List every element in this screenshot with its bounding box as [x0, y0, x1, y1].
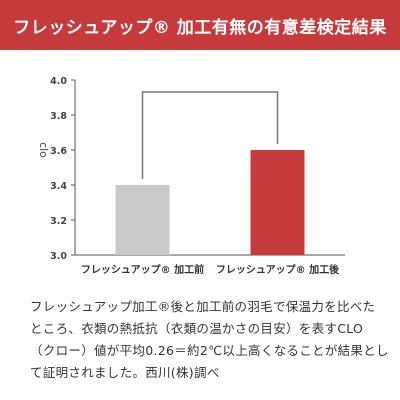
bar-1	[250, 150, 305, 255]
caption-line-1: フレッシュアップ加工®後と加工前の羽毛で保温力を比べた	[30, 299, 376, 314]
caption-line-2: ところ、衣類の熱抵抗（衣類の温かさの目安）を表すCLO	[30, 321, 364, 336]
y-tick-label-5: 4.0	[50, 76, 67, 87]
significance-bracket	[141, 91, 279, 179]
caption-line-4: て証明されました。西川(株)調べ	[30, 365, 220, 380]
y-tick-label-4: 3.8	[50, 111, 67, 122]
title-banner: フレッシュアップ® 加工有無の有意差検定結果	[0, 0, 400, 50]
bar-0	[115, 185, 170, 255]
x-tick-label-0: フレッシュアップ® 加工前	[81, 263, 204, 276]
y-tick-label-2: 3.4	[50, 181, 67, 192]
caption: フレッシュアップ加工®後と加工前の羽毛で保温力を比べた ところ、衣類の熱抵抗（衣…	[30, 296, 389, 384]
y-tick-label-3: 3.6	[50, 146, 67, 157]
y-tick-label-0: 3.0	[50, 251, 67, 262]
y-axis-label: clo	[37, 142, 50, 158]
caption-line-3: （クロー）値が平均0.26＝約2℃以上高くなることが結果とし	[30, 343, 389, 358]
x-tick-label-1: フレッシュアップ® 加工後	[216, 263, 340, 276]
y-tick-label-1: 3.2	[50, 216, 67, 227]
chart-title: フレッシュアップ® 加工有無の有意差検定結果	[13, 17, 387, 38]
bar-chart: 3.0 3.2 3.4 3.6 3.8 4.0 clo フレッシュアップ® 加工前 フレッシュア…	[37, 76, 345, 276]
